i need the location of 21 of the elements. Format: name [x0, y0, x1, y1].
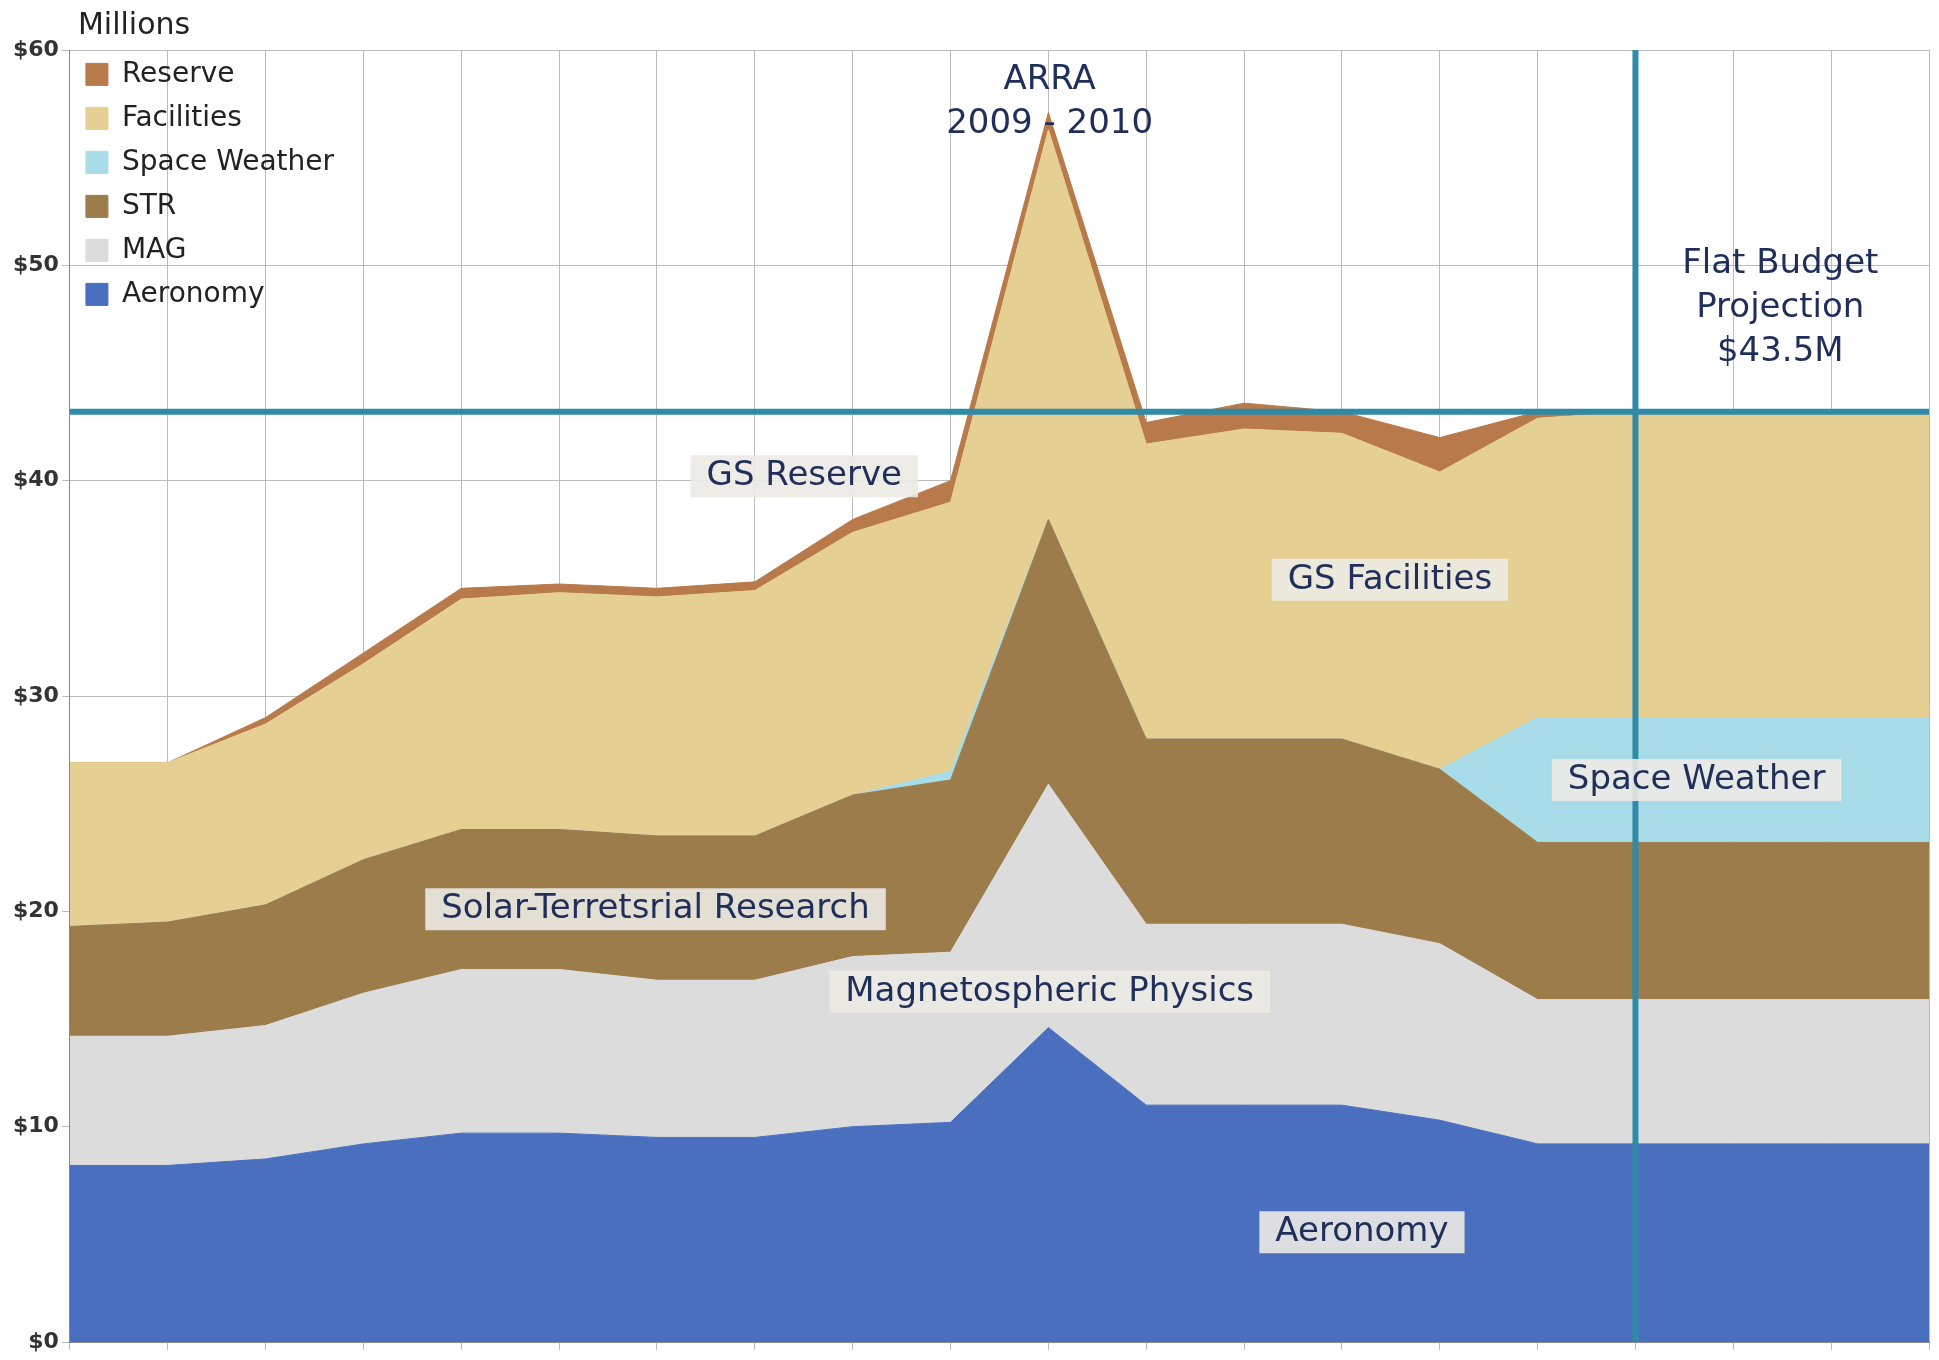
annotation: Magnetospheric Physics — [845, 968, 1255, 1009]
y-tick-label: $10 — [12, 1112, 59, 1138]
legend-label: Aeronomy — [121, 275, 265, 309]
annotation: GS Reserve — [706, 453, 902, 494]
annotation: GS Facilities — [1287, 556, 1493, 597]
y-tick-label: $0 — [28, 1327, 59, 1353]
legend-label: Reserve — [121, 55, 235, 89]
annotation: Aeronomy — [1275, 1209, 1449, 1250]
annotation: Solar-Terretsrial Research — [441, 886, 870, 927]
y-tick-label: $60 — [12, 35, 59, 61]
annotation: Space Weather — [1567, 756, 1826, 797]
y-axis-title: Millions — [77, 5, 191, 41]
legend-label: MAG — [121, 231, 187, 265]
legend-label: Facilities — [121, 99, 242, 133]
annotation: Flat Budget Projection $43.5M — [1682, 241, 1879, 370]
y-tick-label: $20 — [12, 897, 59, 923]
y-tick-label: $50 — [12, 251, 59, 277]
y-tick-label: $40 — [12, 466, 59, 492]
legend-label: STR — [121, 187, 177, 221]
y-tick-label: $30 — [12, 681, 59, 707]
legend-label: Space Weather — [121, 143, 335, 177]
